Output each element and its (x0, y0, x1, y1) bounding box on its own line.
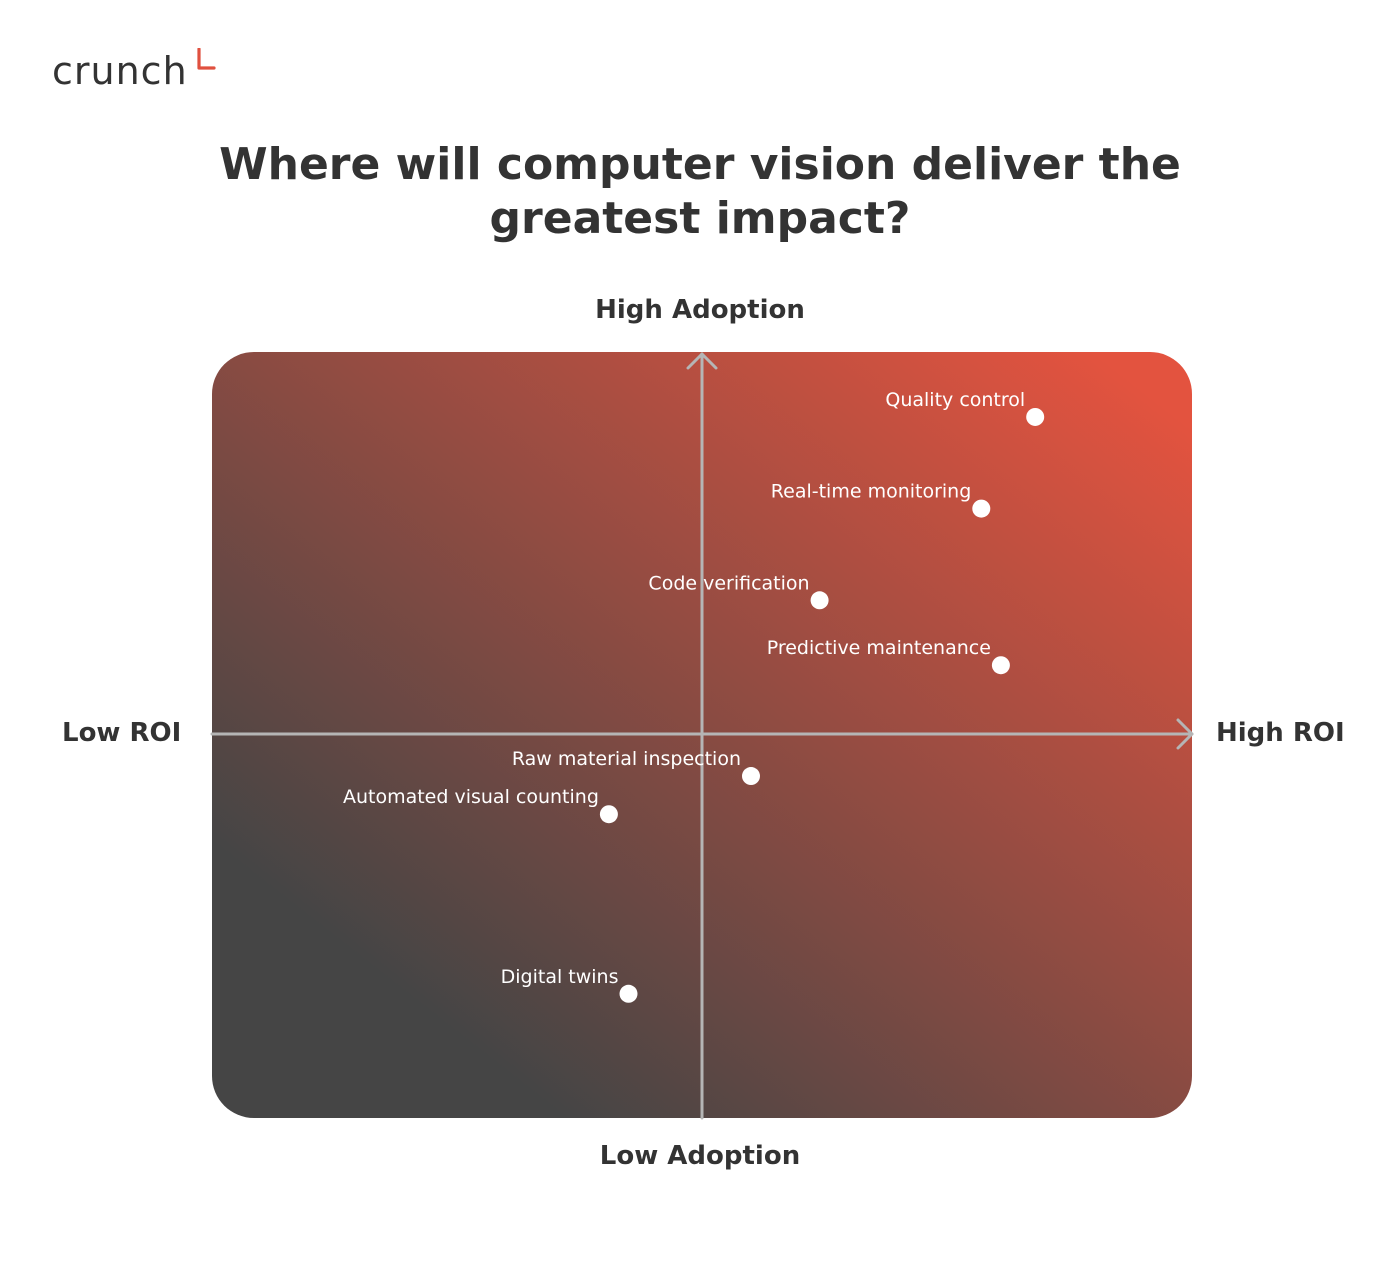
brand-logo: crunch (52, 48, 222, 108)
y-axis-low-label: Low Adoption (599, 1141, 801, 1171)
data-point-marker (810, 591, 829, 610)
data-point-group: Automated visual counting (343, 786, 618, 824)
y-axis-arrow-icon (686, 352, 718, 370)
logo-corner-icon (197, 48, 216, 70)
data-point-group: Digital twins (501, 966, 638, 1003)
chart-points: Quality control Real-time monitoring Code … (343, 389, 1045, 1003)
data-point-label: Code verification (648, 572, 809, 594)
data-point-marker (972, 499, 991, 518)
data-point-group: Quality control (885, 389, 1045, 426)
data-point-label: Real-time monitoring (771, 481, 972, 503)
data-point-label: Digital twins (501, 966, 619, 988)
data-point-marker (619, 984, 638, 1003)
y-axis-high-label: High Adoption (595, 295, 805, 325)
chart-axes (210, 352, 1194, 1120)
data-point-group: Code verification (648, 572, 829, 610)
x-axis-low-label: Low ROI (62, 718, 182, 748)
data-point-marker (1026, 407, 1045, 426)
data-point-marker (599, 805, 618, 824)
x-axis-high-label: High ROI (1216, 718, 1345, 748)
data-point-label: Raw material inspection (512, 748, 741, 770)
logo-wordmark: crunch (52, 49, 188, 93)
data-point-label: Predictive maintenance (767, 637, 991, 659)
data-point-group: Predictive maintenance (767, 637, 1010, 675)
data-point-label: Automated visual counting (343, 786, 599, 808)
data-point-marker (991, 656, 1010, 675)
data-point-label: Quality control (885, 389, 1025, 411)
x-axis-arrow-icon (1176, 718, 1194, 750)
data-point-marker (742, 767, 760, 786)
chart-title: Where will computer vision deliver the g… (219, 139, 1181, 244)
data-point-group: Real-time monitoring (771, 481, 991, 518)
data-point-group: Raw material inspection (512, 748, 760, 786)
